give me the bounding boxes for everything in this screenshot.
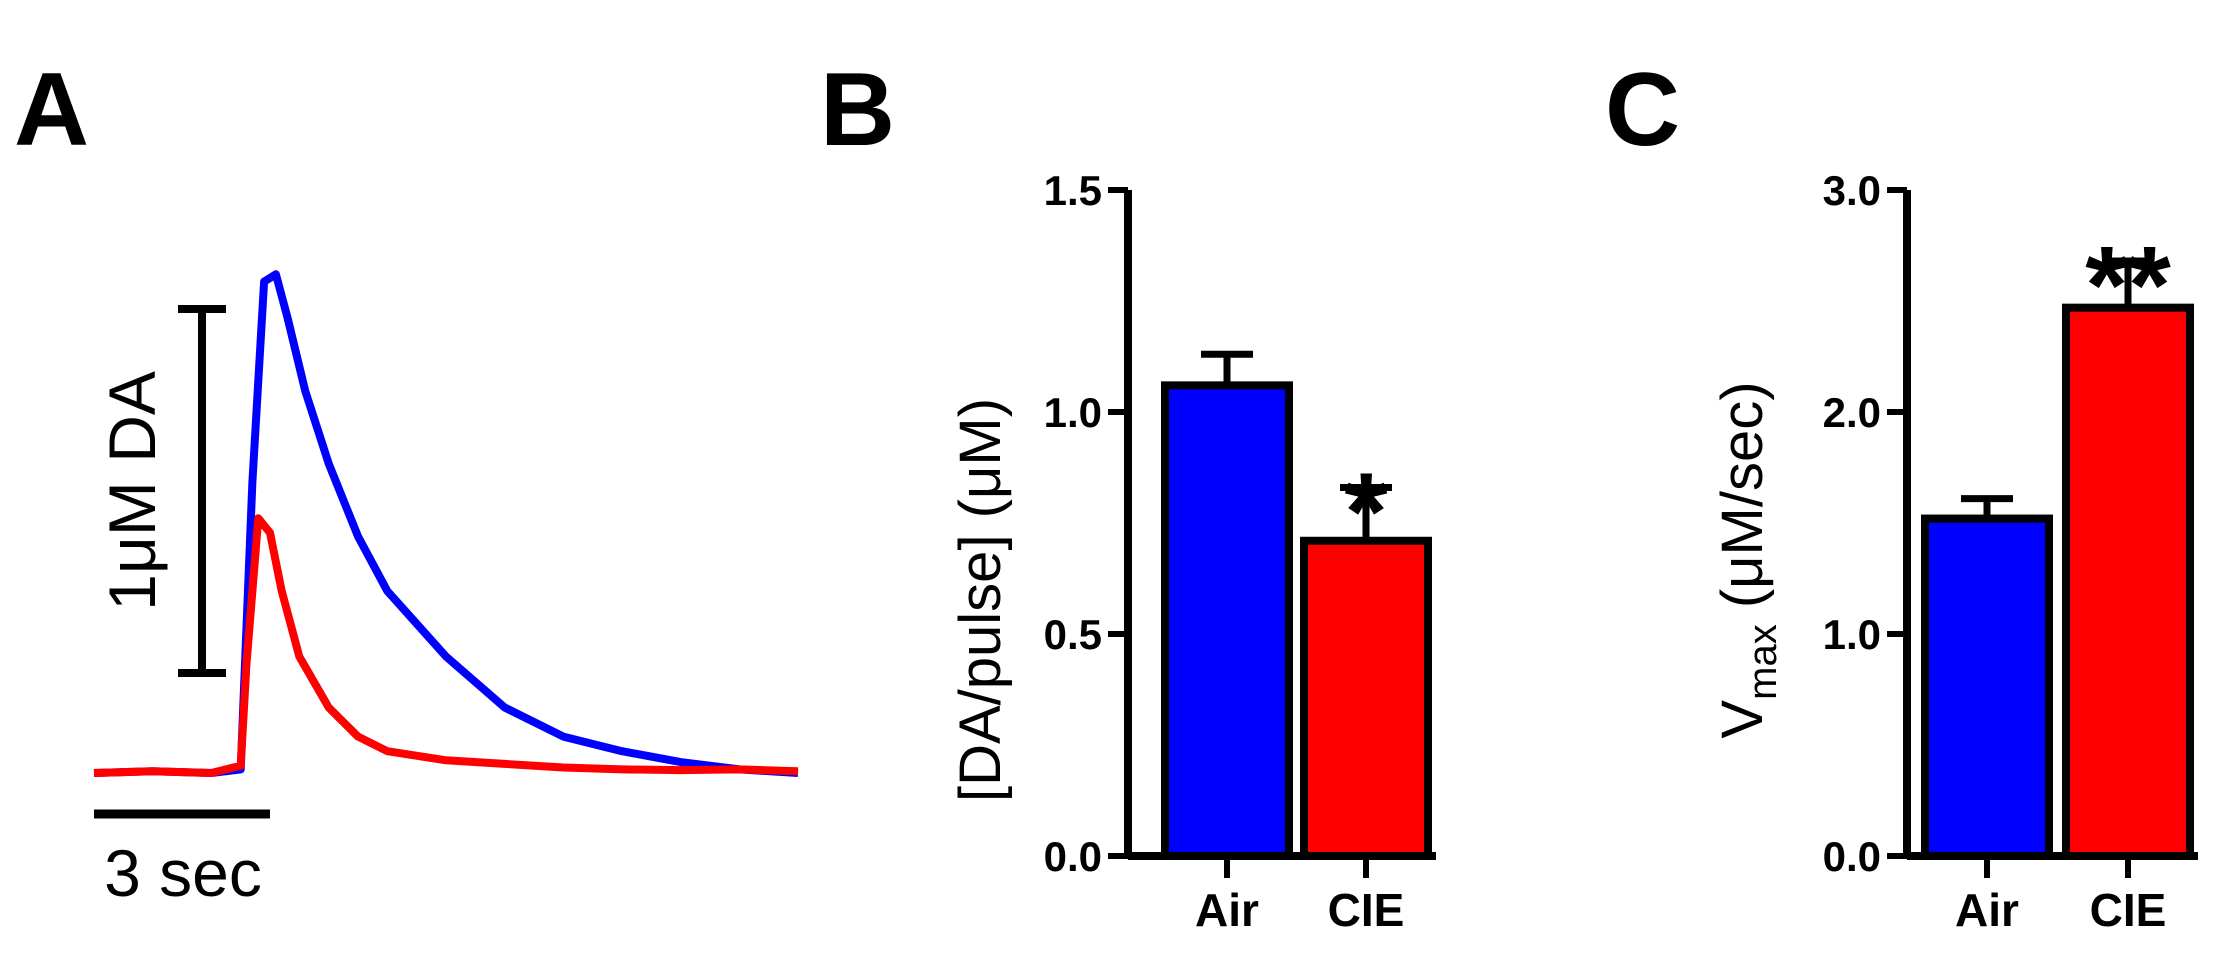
- y-tick-label: 1.0: [1044, 389, 1102, 436]
- x-tick-label: Air: [1955, 884, 2019, 936]
- significance-marker: **: [2085, 224, 2171, 347]
- x-scale-label: 3 sec: [104, 836, 262, 910]
- traces-group: [93, 270, 799, 777]
- c-y-axis-title-rest: (μM/sec): [1710, 381, 1775, 624]
- x-tick-label: CIE: [2090, 884, 2167, 936]
- bar-cie: [1300, 536, 1432, 860]
- bar-air: [1161, 381, 1293, 860]
- x-tick-label: Air: [1195, 884, 1259, 936]
- trace-line-red: [93, 514, 799, 777]
- y-tick-label: 1.0: [1823, 611, 1881, 658]
- bar-cie: [2062, 303, 2194, 861]
- bar-air: [1921, 514, 2053, 860]
- y-tick-label: 3.0: [1823, 167, 1881, 214]
- y-tick-label: 0.0: [1044, 833, 1102, 880]
- c-y-axis-title-main: V: [1710, 700, 1775, 739]
- x-tick-label: CIE: [1328, 884, 1405, 936]
- c-y-axis-title-sub: max: [1741, 624, 1785, 700]
- c-y-axis-title: Vmax (μM/sec): [1710, 381, 1785, 738]
- y-tick-label: 0.5: [1044, 611, 1102, 658]
- y-tick-label: 2.0: [1823, 389, 1881, 436]
- y-scale-label: 1μM DA: [95, 371, 169, 611]
- panel-letter-a: A: [14, 52, 89, 168]
- b-y-axis-title: [DA/pulse] (μM): [948, 398, 1013, 802]
- panel-letter-c: C: [1605, 52, 1680, 168]
- panel-a: 1μM DA 3 sec: [93, 270, 799, 910]
- y-tick-label: 1.5: [1044, 167, 1102, 214]
- panel-c: Vmax (μM/sec) 0.0 1.0 2.0 3.0 Air CIE **: [1710, 167, 2198, 936]
- panel-b: [DA/pulse] (μM) 0.0 0.5 1.0 1.5 Air CIE *: [948, 167, 1436, 936]
- y-tick-label: 0.0: [1823, 833, 1881, 880]
- panel-letter-b: B: [820, 52, 895, 168]
- significance-marker: *: [1345, 450, 1388, 573]
